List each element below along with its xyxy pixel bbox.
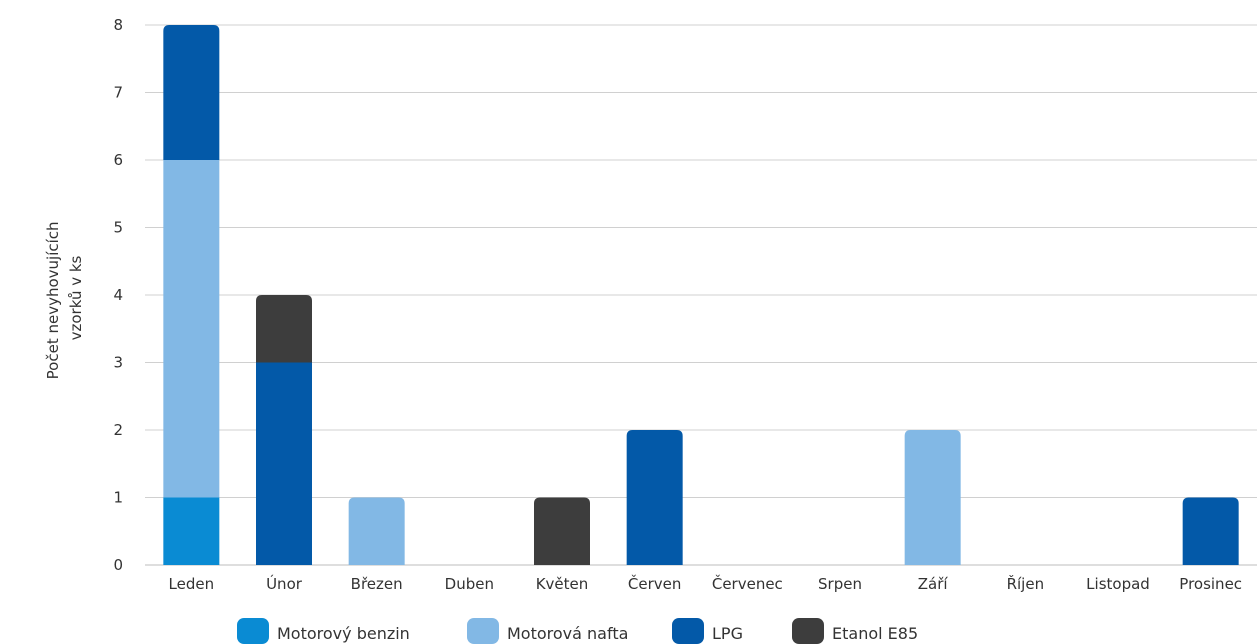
x-tick-label: Únor: [266, 574, 303, 593]
bar-etanol-e85-1: [256, 295, 312, 363]
legend-swatch: [467, 618, 499, 644]
legend-label: Etanol E85: [832, 624, 918, 643]
legend-item: Motorová nafta: [467, 618, 628, 644]
bar-lpg-11: [1182, 497, 1239, 565]
x-tick-label: Březen: [351, 575, 403, 593]
legend-label: Motorová nafta: [507, 624, 628, 643]
y-axis-label: Počet nevyhovujících vzorků v ks: [44, 217, 85, 380]
bar-motorov-nafta-8: [904, 430, 961, 565]
y-tick-label: 4: [113, 286, 123, 304]
x-tick-label: Říjen: [1007, 574, 1045, 593]
legend-item: LPG: [672, 618, 743, 644]
y-axis-ticks: 0 1 2 3 4 5 6 7 8: [113, 16, 123, 574]
x-tick-label: Prosinec: [1179, 575, 1242, 593]
y-axis-label-line-2: vzorků v ks: [67, 255, 85, 340]
x-tick-label: Červen: [628, 574, 681, 593]
bar-motorov-benzin-0: [163, 497, 220, 565]
x-tick-label: Září: [918, 575, 949, 593]
x-tick-label: Červenec: [712, 574, 783, 593]
legend-item: Etanol E85: [792, 618, 918, 644]
legend-swatch: [237, 618, 269, 644]
bar-etanol-e85-4: [534, 497, 590, 565]
legend-label: Motorový benzin: [277, 624, 410, 643]
y-tick-label: 8: [113, 16, 123, 34]
y-tick-label: 3: [113, 354, 123, 372]
legend-swatch: [672, 618, 704, 644]
y-tick-label: 5: [113, 219, 123, 237]
legend-label: LPG: [712, 624, 743, 643]
x-tick-label: Květen: [536, 575, 589, 593]
x-axis-ticks: Leden Únor Březen Duben Květen Červen Červenec…: [169, 574, 1243, 593]
y-tick-label: 1: [113, 489, 123, 507]
bars: [163, 25, 1239, 565]
gridlines: [145, 24, 1257, 566]
y-tick-label: 0: [113, 556, 123, 574]
y-tick-label: 7: [113, 84, 123, 102]
bar-lpg-0: [163, 25, 220, 160]
y-tick-label: 6: [113, 151, 123, 169]
x-tick-label: Listopad: [1086, 575, 1150, 593]
legend-item: Motorový benzin: [237, 618, 410, 644]
legend-swatch: [792, 618, 824, 644]
y-axis-label-line-1: Počet nevyhovujících: [44, 221, 62, 379]
x-tick-label: Duben: [445, 575, 494, 593]
bar-motorov-nafta-0: [163, 160, 220, 498]
x-tick-label: Leden: [169, 575, 215, 593]
legend: Motorový benzin Motorová nafta LPG Etanol E…: [237, 618, 918, 644]
x-tick-label: Srpen: [818, 575, 862, 593]
bar-motorov-nafta-2: [348, 497, 405, 565]
bar-lpg-1: [256, 362, 312, 565]
y-tick-label: 2: [113, 421, 123, 439]
bar-lpg-5: [626, 430, 683, 565]
